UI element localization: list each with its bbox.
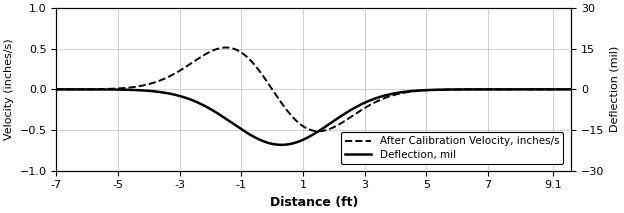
- Y-axis label: Deflection (mil): Deflection (mil): [610, 46, 620, 132]
- Y-axis label: Velocity (inches/s): Velocity (inches/s): [4, 39, 14, 140]
- X-axis label: Distance (ft): Distance (ft): [270, 196, 358, 209]
- Legend: After Calibration Velocity, inches/s, Deflection, mil: After Calibration Velocity, inches/s, De…: [341, 132, 563, 164]
